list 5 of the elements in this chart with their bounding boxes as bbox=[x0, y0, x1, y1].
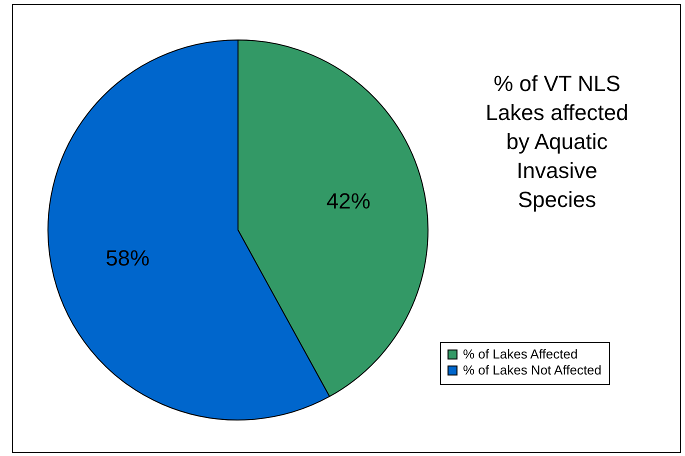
data-label: 42% bbox=[326, 188, 370, 214]
legend-label: % of Lakes Affected bbox=[463, 346, 578, 362]
legend-label: % of Lakes Not Affected bbox=[463, 362, 602, 378]
data-label: 58% bbox=[106, 245, 150, 270]
text: % of VT NLS Lakes affected by Aquatic Invasive Species bbox=[486, 71, 628, 212]
